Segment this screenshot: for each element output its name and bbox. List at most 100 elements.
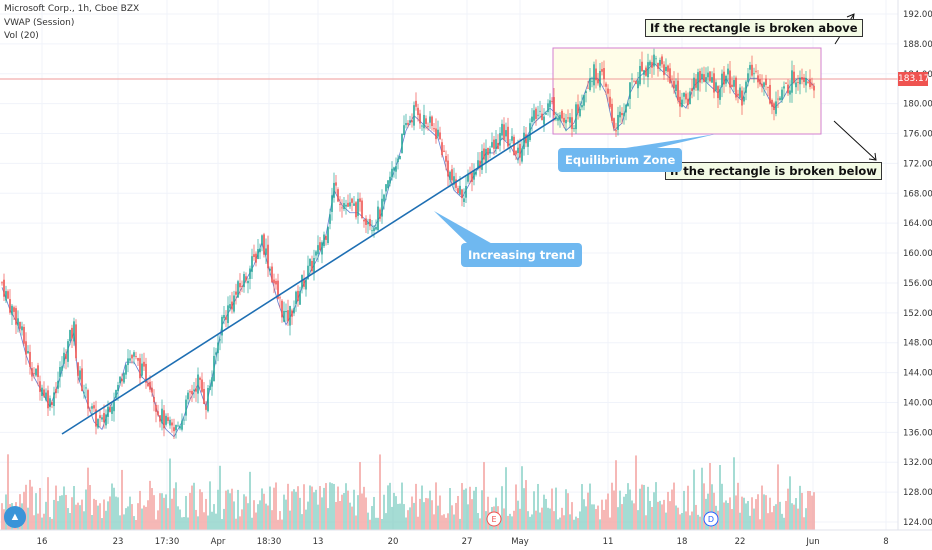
volume-bar bbox=[521, 466, 523, 530]
candle-body bbox=[495, 139, 497, 149]
tradingview-logo-icon[interactable]: ▲ bbox=[4, 506, 26, 528]
volume-bar bbox=[647, 486, 649, 530]
candle-body bbox=[369, 218, 371, 227]
candle-body bbox=[755, 70, 757, 72]
volume-bar bbox=[671, 489, 673, 530]
candle-body bbox=[643, 70, 645, 75]
volume-bar bbox=[187, 517, 189, 530]
volume-bar bbox=[431, 500, 433, 530]
volume-bar bbox=[665, 512, 667, 530]
volume-bar bbox=[409, 507, 411, 530]
time-tick-6: 20 bbox=[388, 537, 399, 547]
volume-bar bbox=[685, 511, 687, 530]
volume-bar bbox=[319, 486, 321, 530]
equilibrium-zone-rect[interactable] bbox=[552, 47, 822, 135]
volume-bar bbox=[619, 490, 621, 530]
candle-body bbox=[233, 295, 235, 312]
volume-bar bbox=[199, 489, 201, 530]
candle-body bbox=[351, 198, 353, 203]
volume-bar bbox=[369, 519, 371, 530]
candle-body bbox=[709, 71, 711, 82]
volume-bar bbox=[675, 505, 677, 530]
volume-bar bbox=[377, 517, 379, 530]
broken-above-note[interactable]: If the rectangle is broken above bbox=[645, 19, 863, 37]
event-marker-dividend[interactable]: D bbox=[703, 511, 719, 527]
candle-body bbox=[375, 226, 377, 230]
vwap-legend[interactable]: VWAP (Session) bbox=[4, 18, 75, 28]
volume-bar bbox=[403, 504, 405, 530]
volume-bar bbox=[281, 519, 283, 530]
breakout-down-arrow-shaft[interactable] bbox=[833, 120, 877, 161]
candle-body bbox=[79, 370, 81, 380]
volume-bar bbox=[207, 515, 209, 530]
candle-body bbox=[291, 310, 293, 317]
time-tick-13: 8 bbox=[883, 537, 888, 547]
candle-body bbox=[515, 151, 517, 155]
candle-body bbox=[561, 110, 563, 119]
volume-bar bbox=[763, 494, 765, 530]
volume-bar bbox=[703, 483, 705, 530]
candle-body bbox=[447, 160, 449, 177]
volume-bar bbox=[637, 510, 639, 530]
volume-bar bbox=[73, 486, 75, 530]
volume-bar bbox=[39, 487, 41, 530]
candle-body bbox=[697, 72, 699, 91]
candle-body bbox=[681, 99, 683, 108]
volume-bar bbox=[327, 508, 329, 530]
candle-body bbox=[289, 306, 291, 326]
event-marker-earnings[interactable]: E bbox=[486, 511, 502, 527]
volume-bar bbox=[611, 482, 613, 530]
equilibrium-zone-callout[interactable]: Equilibrium Zone bbox=[558, 148, 683, 172]
volume-bar bbox=[83, 511, 85, 530]
candle-body bbox=[473, 170, 475, 180]
volume-legend[interactable]: Vol (20) bbox=[4, 31, 39, 41]
volume-bar bbox=[469, 486, 471, 530]
candle-body bbox=[231, 301, 233, 310]
broken-below-note[interactable]: If the rectangle is broken below bbox=[665, 162, 882, 180]
candle-body bbox=[443, 150, 445, 152]
volume-bar bbox=[635, 455, 637, 530]
candle-body bbox=[313, 258, 315, 274]
candle-body bbox=[769, 84, 771, 104]
volume-bar bbox=[577, 518, 579, 530]
volume-bar bbox=[287, 483, 289, 530]
volume-bar bbox=[97, 505, 99, 530]
candle-body bbox=[581, 105, 583, 108]
volume-bar bbox=[429, 490, 431, 530]
symbol-legend[interactable]: Microsoft Corp., 1h, Cboe BZX bbox=[4, 4, 140, 14]
volume-bar bbox=[29, 479, 31, 530]
volume-bar bbox=[313, 492, 315, 530]
candle-body bbox=[361, 200, 363, 219]
volume-bar bbox=[93, 498, 95, 530]
candle-body bbox=[35, 368, 37, 376]
candle-body bbox=[801, 77, 803, 80]
volume-bar bbox=[407, 510, 409, 530]
price-axis-labels[interactable]: 124.00 128.00 132.00 136.00 140.00 144.00 148.… bbox=[903, 10, 932, 528]
volume-bar bbox=[483, 462, 485, 530]
candle-body bbox=[711, 77, 713, 83]
candle-body bbox=[793, 71, 795, 83]
volume-bar bbox=[439, 495, 441, 530]
volume-bar bbox=[255, 512, 257, 530]
volume-bar bbox=[427, 498, 429, 530]
candle-body bbox=[759, 79, 761, 85]
volume-bar bbox=[125, 508, 127, 530]
candle-body bbox=[235, 291, 237, 295]
candle-body bbox=[571, 117, 573, 130]
candle-body bbox=[813, 85, 815, 91]
candle-body bbox=[171, 422, 173, 426]
volume-bar bbox=[629, 489, 631, 530]
increasing-trend-callout[interactable]: Increasing trend bbox=[461, 243, 583, 267]
candle-body bbox=[51, 402, 53, 405]
price-tick-4: 140.00 bbox=[903, 398, 932, 408]
time-axis-labels[interactable]: 16 23 17:30 Apr 18:30 13 20 27 May 11 18 22 Jun 8 bbox=[37, 537, 889, 547]
volume-bar bbox=[1, 503, 3, 530]
volume-bar bbox=[569, 514, 571, 530]
increasing-trend-line[interactable] bbox=[61, 117, 557, 435]
candle-body bbox=[331, 195, 333, 212]
volume-bar bbox=[129, 496, 131, 530]
volume-bar bbox=[99, 503, 101, 530]
candle-body bbox=[591, 80, 593, 82]
volume-bar bbox=[295, 491, 297, 530]
